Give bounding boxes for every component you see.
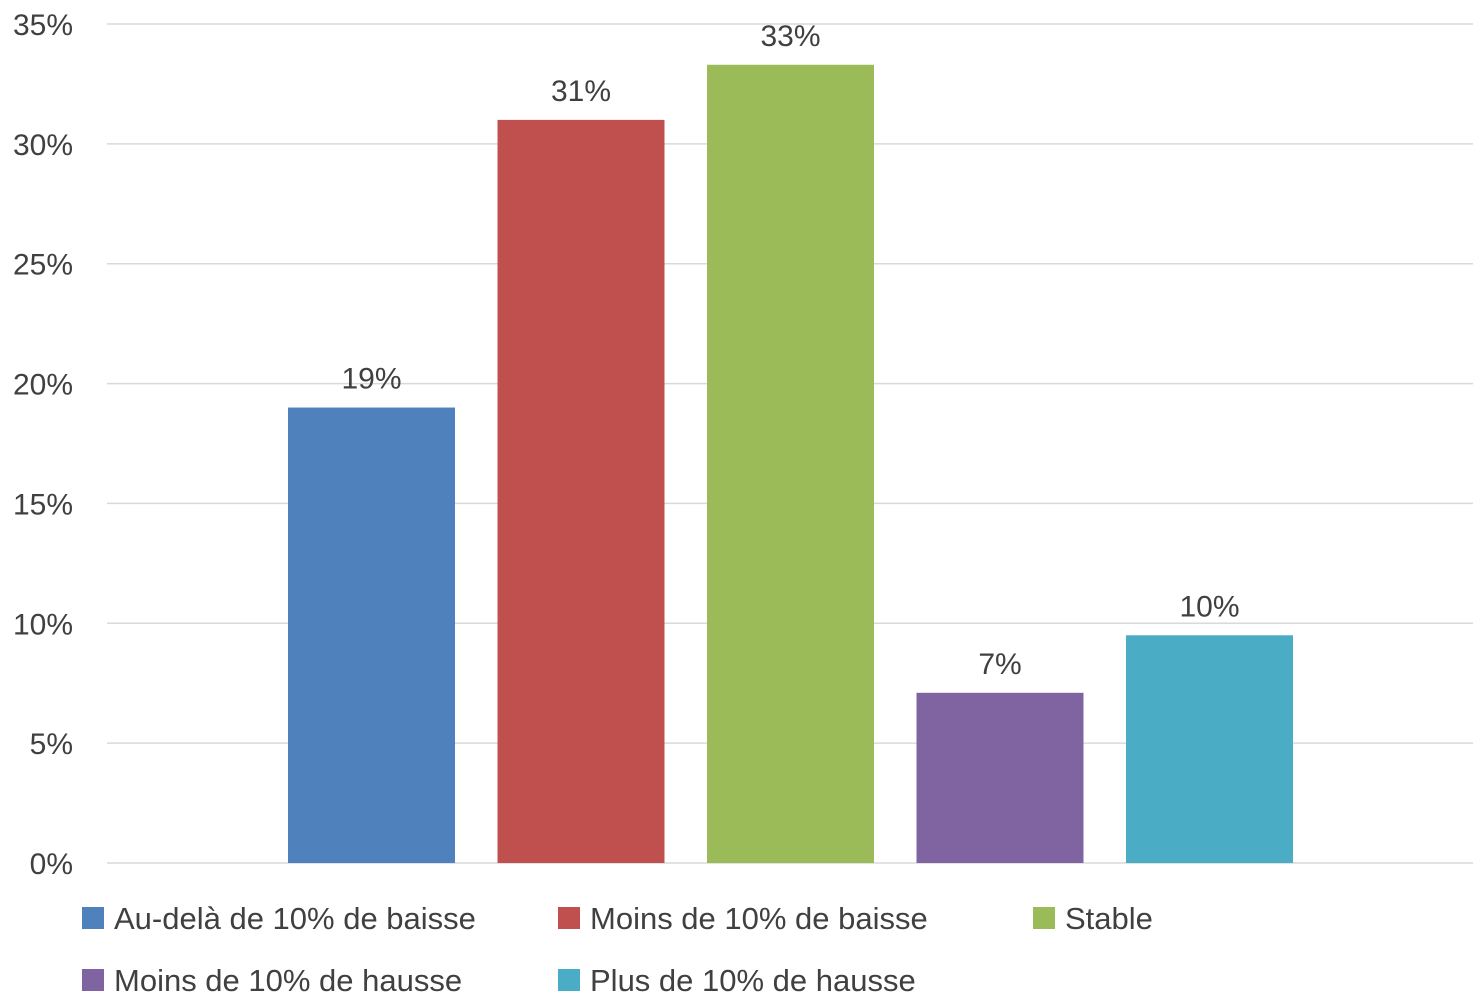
bar bbox=[707, 64, 874, 864]
legend-entry: Moins de 10% de hausse bbox=[114, 963, 462, 996]
data-label: 19% bbox=[341, 363, 401, 396]
legend-swatch bbox=[558, 969, 580, 991]
data-label: 31% bbox=[551, 75, 611, 108]
y-tick-label: 5% bbox=[30, 728, 73, 761]
data-label: 7% bbox=[978, 648, 1021, 681]
data-labels: 19% 31% 33% 7% 10% bbox=[341, 20, 1239, 681]
bar bbox=[1126, 635, 1293, 863]
y-tick-label: 20% bbox=[13, 369, 73, 402]
y-tick-label: 30% bbox=[13, 129, 73, 162]
legend: Au-delà de 10% de baisse Moins de 10% de … bbox=[82, 901, 1153, 996]
legend-swatch bbox=[82, 907, 104, 929]
y-axis-ticks: 0% 5% 10% 15% 20% 25% 30% 35% bbox=[13, 9, 73, 881]
bar bbox=[288, 407, 455, 863]
legend-swatch bbox=[1033, 907, 1055, 929]
bar bbox=[916, 692, 1084, 863]
y-tick-label: 0% bbox=[30, 848, 73, 881]
data-label: 33% bbox=[760, 20, 820, 53]
bars bbox=[288, 64, 1293, 864]
y-tick-label: 10% bbox=[13, 608, 73, 641]
legend-entry: Au-delà de 10% de baisse bbox=[114, 901, 476, 936]
bar bbox=[497, 119, 665, 863]
legend-entry: Plus de 10% de hausse bbox=[590, 963, 916, 996]
legend-swatch bbox=[558, 907, 580, 929]
legend-swatch bbox=[82, 969, 104, 991]
legend-entry: Moins de 10% de baisse bbox=[590, 901, 928, 936]
data-label: 10% bbox=[1179, 590, 1239, 623]
y-tick-label: 35% bbox=[13, 9, 73, 42]
y-tick-label: 15% bbox=[13, 488, 73, 521]
legend-entry: Stable bbox=[1065, 901, 1153, 936]
y-tick-label: 25% bbox=[13, 249, 73, 282]
